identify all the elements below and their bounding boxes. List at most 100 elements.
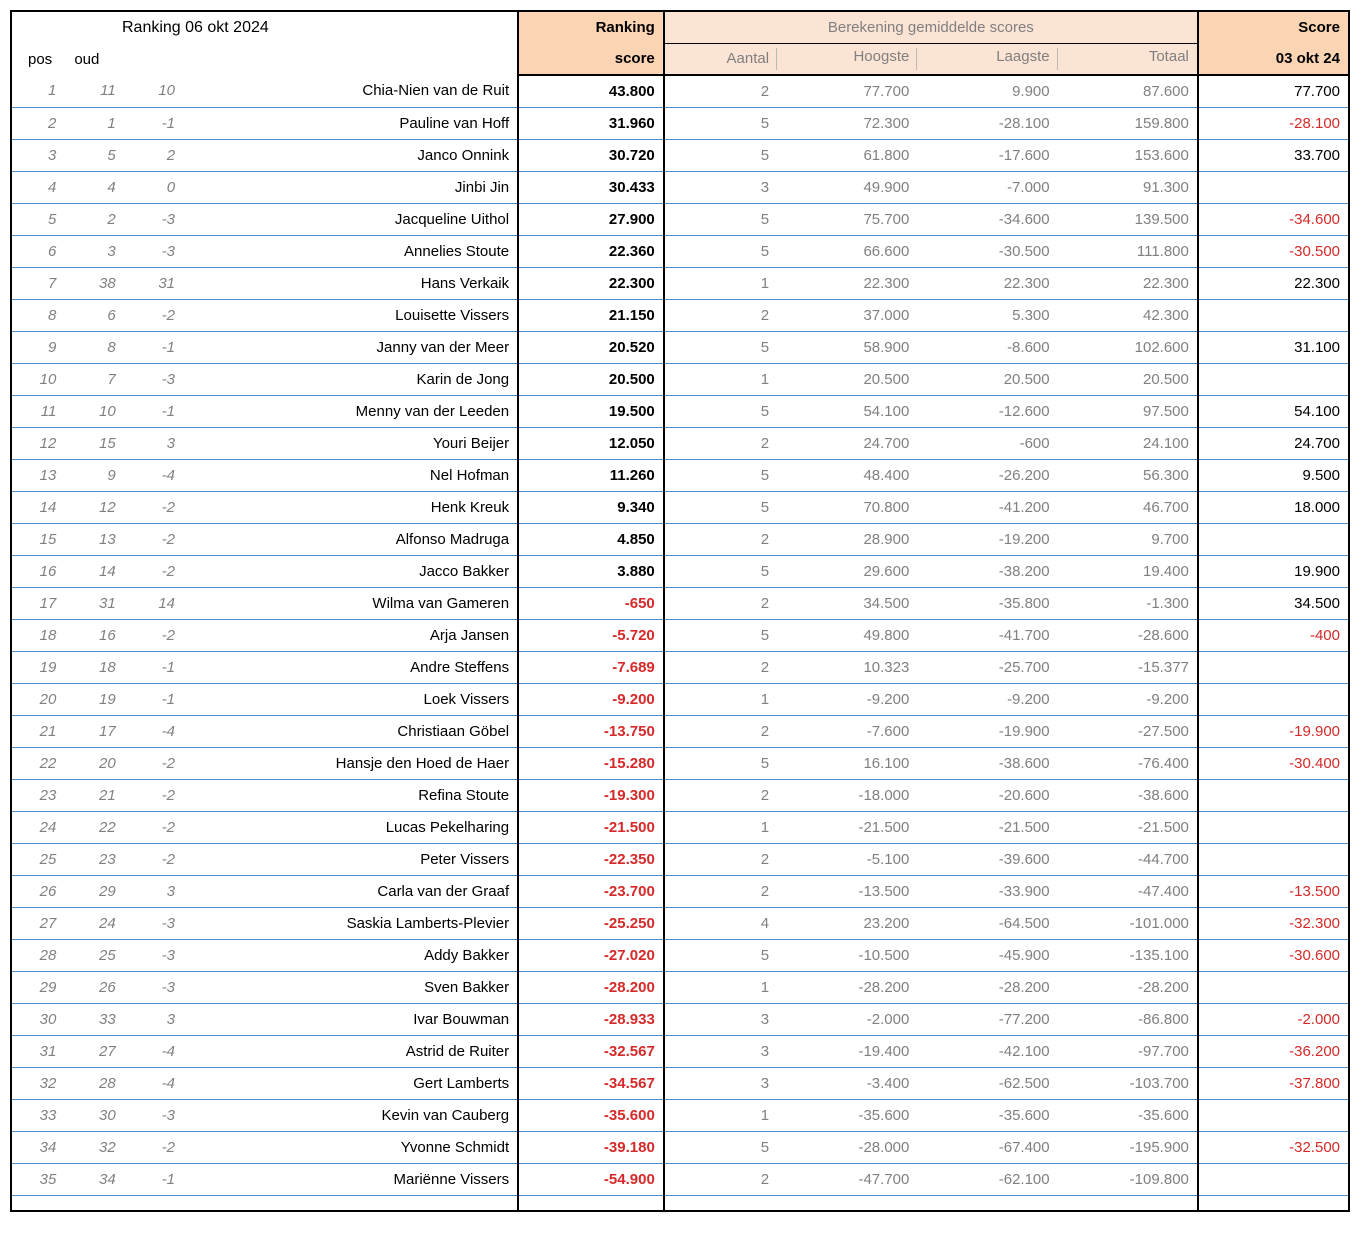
cell-name: Kevin van Cauberg xyxy=(189,1099,518,1131)
table-row: 1513-2Alfonso Madruga4.850228.900-19.200… xyxy=(11,523,1349,555)
cell-score xyxy=(1198,971,1349,1003)
cell-score: -30.600 xyxy=(1198,939,1349,971)
table-row: 3432-2Yvonne Schmidt-39.1805-28.000-67.4… xyxy=(11,1131,1349,1163)
cell-pos: 4 xyxy=(11,171,70,203)
cell-oud: 31 xyxy=(70,587,129,619)
cell-hoogste: 77.700 xyxy=(777,75,917,107)
cell-diff: -2 xyxy=(130,779,189,811)
cell-pos: 26 xyxy=(11,875,70,907)
cell-totaal: 139.500 xyxy=(1058,203,1198,235)
cell-aantal: 2 xyxy=(664,875,777,907)
cell-pos: 11 xyxy=(11,395,70,427)
cell-name: Chia-Nien van de Ruit xyxy=(189,75,518,107)
table-row: 352Janco Onnink30.720561.800-17.600153.6… xyxy=(11,139,1349,171)
header-pos: pos xyxy=(11,43,70,75)
empty-cell xyxy=(917,1195,1057,1211)
cell-pos: 14 xyxy=(11,491,70,523)
cell-diff: 0 xyxy=(130,171,189,203)
table-row: 98-1Janny van der Meer20.520558.900-8.60… xyxy=(11,331,1349,363)
cell-ranking_score: -15.280 xyxy=(518,747,664,779)
cell-totaal: 20.500 xyxy=(1058,363,1198,395)
cell-aantal: 2 xyxy=(664,715,777,747)
cell-pos: 34 xyxy=(11,1131,70,1163)
cell-laagste: 22.300 xyxy=(917,267,1057,299)
empty-cell xyxy=(189,1195,518,1211)
cell-oud: 22 xyxy=(70,811,129,843)
cell-name: Jinbi Jin xyxy=(189,171,518,203)
cell-aantal: 2 xyxy=(664,587,777,619)
cell-laagste: -26.200 xyxy=(917,459,1057,491)
cell-laagste: -8.600 xyxy=(917,331,1057,363)
cell-score: -2.000 xyxy=(1198,1003,1349,1035)
cell-hoogste: 70.800 xyxy=(777,491,917,523)
cell-name: Lucas Pekelharing xyxy=(189,811,518,843)
cell-aantal: 5 xyxy=(664,139,777,171)
table-row: 1614-2Jacco Bakker3.880529.600-38.20019.… xyxy=(11,555,1349,587)
cell-diff: -3 xyxy=(130,235,189,267)
cell-name: Peter Vissers xyxy=(189,843,518,875)
cell-oud: 5 xyxy=(70,139,129,171)
cell-laagste: -28.100 xyxy=(917,107,1057,139)
cell-ranking_score: 21.150 xyxy=(518,299,664,331)
cell-ranking_score: 22.360 xyxy=(518,235,664,267)
cell-score: -19.900 xyxy=(1198,715,1349,747)
cell-ranking_score: -25.250 xyxy=(518,907,664,939)
header-oud: oud xyxy=(70,43,129,75)
cell-pos: 33 xyxy=(11,1099,70,1131)
cell-pos: 22 xyxy=(11,747,70,779)
cell-laagste: -41.200 xyxy=(917,491,1057,523)
cell-hoogste: -7.600 xyxy=(777,715,917,747)
cell-hoogste: 61.800 xyxy=(777,139,917,171)
cell-score: -32.300 xyxy=(1198,907,1349,939)
cell-totaal: 87.600 xyxy=(1058,75,1198,107)
cell-ranking_score: -19.300 xyxy=(518,779,664,811)
cell-aantal: 2 xyxy=(664,75,777,107)
cell-oud: 13 xyxy=(70,523,129,555)
cell-hoogste: -10.500 xyxy=(777,939,917,971)
cell-ranking_score: -22.350 xyxy=(518,843,664,875)
cell-name: Karin de Jong xyxy=(189,363,518,395)
cell-aantal: 2 xyxy=(664,427,777,459)
cell-name: Saskia Lamberts-Plevier xyxy=(189,907,518,939)
cell-pos: 15 xyxy=(11,523,70,555)
cell-aantal: 4 xyxy=(664,907,777,939)
cell-pos: 25 xyxy=(11,843,70,875)
empty-cell xyxy=(777,1195,917,1211)
cell-totaal: 159.800 xyxy=(1058,107,1198,139)
cell-oud: 8 xyxy=(70,331,129,363)
cell-aantal: 5 xyxy=(664,1131,777,1163)
cell-diff: -3 xyxy=(130,971,189,1003)
cell-hoogste: 20.500 xyxy=(777,363,917,395)
cell-laagste: -38.200 xyxy=(917,555,1057,587)
cell-diff: -3 xyxy=(130,939,189,971)
cell-score: 31.100 xyxy=(1198,331,1349,363)
cell-pos: 31 xyxy=(11,1035,70,1067)
cell-score: 34.500 xyxy=(1198,587,1349,619)
cell-oud: 24 xyxy=(70,907,129,939)
table-header: Ranking 06 okt 2024 Ranking Berekening g… xyxy=(11,11,1349,75)
empty-cell xyxy=(518,1195,664,1211)
cell-laagste: -21.500 xyxy=(917,811,1057,843)
cell-ranking_score: -5.720 xyxy=(518,619,664,651)
cell-ranking_score: -34.567 xyxy=(518,1067,664,1099)
cell-name: Wilma van Gameren xyxy=(189,587,518,619)
cell-oud: 27 xyxy=(70,1035,129,1067)
cell-name: Hans Verkaik xyxy=(189,267,518,299)
cell-diff: -2 xyxy=(130,491,189,523)
cell-laagste: -19.900 xyxy=(917,715,1057,747)
cell-name: Jacqueline Uithol xyxy=(189,203,518,235)
cell-hoogste: 22.300 xyxy=(777,267,917,299)
cell-laagste: -41.700 xyxy=(917,619,1057,651)
header-score-2: 03 okt 24 xyxy=(1198,43,1349,75)
cell-ranking_score: 30.720 xyxy=(518,139,664,171)
cell-totaal: -109.800 xyxy=(1058,1163,1198,1195)
cell-ranking_score: 9.340 xyxy=(518,491,664,523)
cell-diff: -2 xyxy=(130,619,189,651)
cell-ranking_score: 20.500 xyxy=(518,363,664,395)
cell-name: Loek Vissers xyxy=(189,683,518,715)
cell-diff: -1 xyxy=(130,683,189,715)
cell-aantal: 2 xyxy=(664,779,777,811)
cell-ranking_score: 43.800 xyxy=(518,75,664,107)
cell-hoogste: -19.400 xyxy=(777,1035,917,1067)
cell-ranking_score: -23.700 xyxy=(518,875,664,907)
